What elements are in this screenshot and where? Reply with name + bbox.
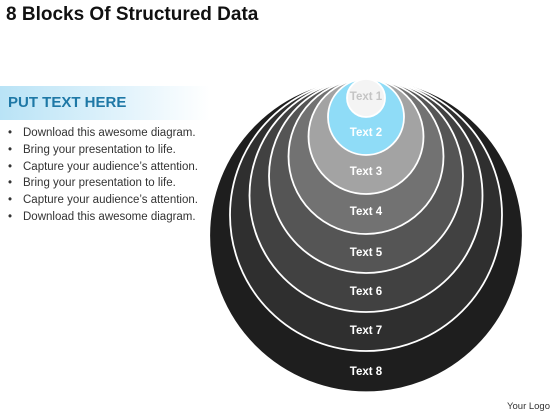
- sidebar-heading: PUT TEXT HERE: [8, 94, 127, 111]
- bullet-item: Download this awesome diagram.: [8, 125, 208, 142]
- ring-label-6: Text 6: [350, 286, 382, 298]
- page-title: 8 Blocks Of Structured Data: [6, 4, 259, 25]
- bullet-item: Bring your presentation to life.: [8, 175, 208, 192]
- ring-label-1: Text 1: [350, 91, 383, 103]
- bullet-list: Download this awesome diagram. Bring you…: [8, 125, 208, 226]
- bullet-item: Bring your presentation to life.: [8, 142, 208, 159]
- heading-band: [0, 86, 210, 120]
- bullet-item: Capture your audience’s attention.: [8, 192, 208, 209]
- bullet-item: Download this awesome diagram.: [8, 209, 208, 226]
- ring-label-7: Text 7: [350, 325, 382, 337]
- ring-label-3: Text 3: [350, 166, 382, 178]
- ring-label-5: Text 5: [350, 247, 383, 259]
- bullet-item: Capture your audience’s attention.: [8, 159, 208, 176]
- ring-label-2: Text 2: [350, 127, 382, 139]
- ring-label-8: Text 8: [350, 366, 383, 378]
- ring-label-4: Text 4: [350, 206, 383, 218]
- ring-block-1: [346, 78, 386, 118]
- footer-logo: Your Logo: [507, 401, 550, 412]
